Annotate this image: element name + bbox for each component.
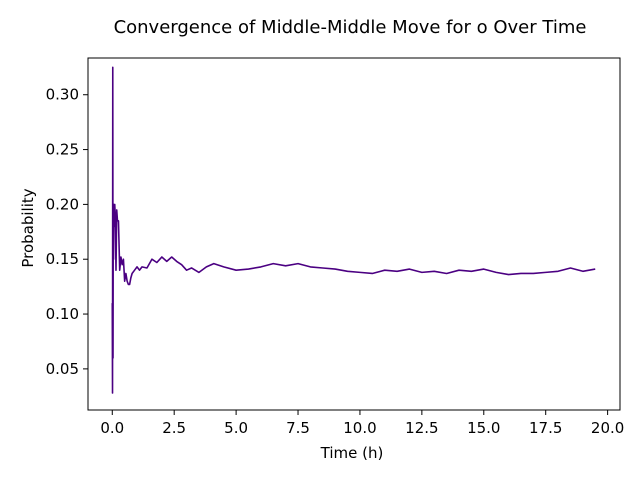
- x-tick-label: 0.0: [100, 419, 124, 437]
- x-tick-label: 15.0: [467, 419, 500, 437]
- y-tick-label: 0.20: [46, 195, 79, 213]
- y-tick-label: 0.15: [46, 250, 79, 268]
- x-tick-label: 7.5: [286, 419, 310, 437]
- x-ticks: 0.0 2.5 5.0 7.5 10.0 12.5 15.0 17.5 20.0: [100, 410, 624, 437]
- chart-title: Convergence of Middle-Middle Move for o …: [114, 17, 587, 38]
- x-tick-label: 5.0: [224, 419, 248, 437]
- y-tick-label: 0.25: [46, 141, 79, 159]
- y-ticks: 0.05 0.10 0.15 0.20 0.25 0.30: [46, 86, 88, 378]
- y-tick-label: 0.05: [46, 360, 79, 378]
- x-tick-label: 12.5: [405, 419, 438, 437]
- x-tick-label: 20.0: [591, 419, 624, 437]
- x-tick-label: 10.0: [343, 419, 376, 437]
- y-tick-label: 0.10: [46, 305, 79, 323]
- axes-frame: [87, 57, 621, 411]
- x-tick-label: 2.5: [162, 419, 186, 437]
- y-axis-label: Probability: [19, 188, 37, 267]
- x-axis-label: Time (h): [320, 444, 384, 462]
- x-tick-label: 17.5: [529, 419, 562, 437]
- series-line: [111, 66, 596, 394]
- series-layer: [111, 66, 596, 394]
- y-tick-label: 0.30: [46, 86, 79, 104]
